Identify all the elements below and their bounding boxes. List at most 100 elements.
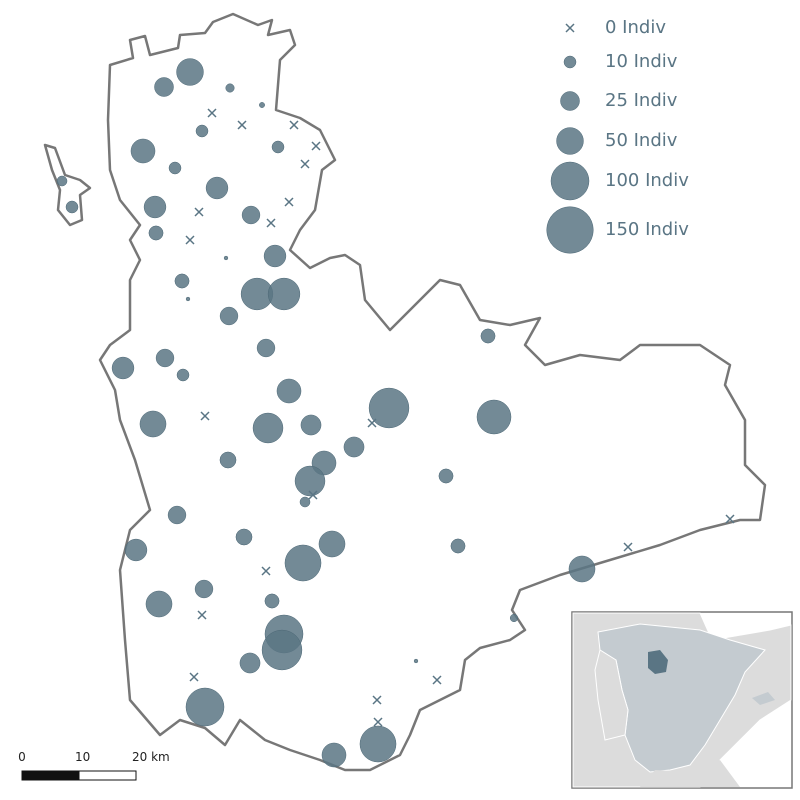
site-symbol <box>359 725 397 763</box>
scale-label: 10 <box>75 750 90 764</box>
inset-africa <box>640 760 740 787</box>
legend-symbol-zero <box>565 23 575 33</box>
site-symbol-zero <box>289 120 299 130</box>
site-symbol <box>124 538 148 562</box>
site-symbol <box>111 356 135 380</box>
site-symbol <box>143 195 167 219</box>
site-symbol <box>235 528 253 546</box>
inset-portugal <box>594 649 629 741</box>
sites <box>56 58 735 768</box>
site-symbol <box>145 590 173 618</box>
legend-label: 50 Indiv <box>605 130 678 151</box>
scale-bar: 0 10 20 km <box>18 750 170 781</box>
site-symbol <box>176 368 190 382</box>
legend-symbol <box>560 91 580 111</box>
site-symbol <box>264 593 280 609</box>
site-symbol <box>256 338 276 358</box>
site-symbol <box>509 613 519 623</box>
site-symbol <box>476 399 512 435</box>
site-symbol <box>300 414 322 436</box>
site-symbol-zero <box>432 675 442 685</box>
scale-label: 0 <box>18 750 26 764</box>
site-symbol <box>284 544 322 582</box>
site-symbol <box>174 273 190 289</box>
legend-label: 10 Indiv <box>605 51 678 72</box>
site-symbol-zero <box>623 542 633 552</box>
site-symbol <box>241 205 261 225</box>
site-symbol-zero <box>207 108 217 118</box>
site-symbol <box>294 465 326 497</box>
site-symbol <box>219 451 237 469</box>
site-symbol-zero <box>367 418 377 428</box>
legend-symbol <box>563 55 577 69</box>
legend-symbol <box>550 161 590 201</box>
site-symbol <box>155 348 175 368</box>
site-symbol-zero <box>197 610 207 620</box>
site-symbol-zero <box>266 218 276 228</box>
site-symbol <box>225 83 235 93</box>
site-symbol <box>139 410 167 438</box>
site-symbol-zero <box>261 566 271 576</box>
site-symbol <box>168 161 182 175</box>
inset-region <box>648 650 668 674</box>
site-symbol <box>195 124 209 138</box>
site-symbol-zero <box>725 514 735 524</box>
scale-bar-segment <box>21 770 80 781</box>
scale-bar-segment <box>78 770 137 781</box>
site-symbol <box>263 244 287 268</box>
site-symbol <box>154 77 174 97</box>
legend-label: 0 Indiv <box>605 17 666 38</box>
site-symbol <box>219 306 239 326</box>
site-symbol-zero <box>185 235 195 245</box>
site-symbol <box>413 658 419 664</box>
legend-label: 100 Indiv <box>605 170 689 191</box>
site-symbol-zero <box>189 672 199 682</box>
site-symbol <box>450 538 466 554</box>
site-symbol <box>271 140 285 154</box>
site-symbol-zero <box>200 411 210 421</box>
site-symbol <box>56 175 68 187</box>
inset-map <box>571 611 793 789</box>
site-symbol <box>148 225 164 241</box>
region-exclave <box>43 143 92 227</box>
legend: 0 Indiv 10 Indiv 25 Indiv 50 Indiv 100 Indiv… <box>546 17 689 254</box>
site-symbol <box>276 378 302 404</box>
site-symbol-zero <box>237 120 247 130</box>
site-symbol <box>259 102 265 108</box>
site-symbol-zero <box>194 207 204 217</box>
legend-symbol <box>546 206 594 254</box>
site-symbol <box>130 138 156 164</box>
site-symbol <box>205 176 229 200</box>
site-symbol-zero <box>284 197 294 207</box>
site-symbol <box>261 629 303 671</box>
site-symbol-zero <box>373 717 383 727</box>
site-symbol <box>223 255 229 261</box>
legend-symbol <box>556 127 584 155</box>
site-symbol <box>267 277 301 311</box>
site-symbol <box>185 296 191 302</box>
site-symbol <box>368 387 410 429</box>
site-symbol-zero <box>308 490 318 500</box>
site-symbol <box>438 468 454 484</box>
site-symbol-zero <box>300 159 310 169</box>
site-symbol-zero <box>311 141 321 151</box>
inset-island <box>752 692 775 705</box>
region-outline <box>98 12 767 772</box>
site-symbol <box>568 555 596 583</box>
site-symbol <box>299 496 311 508</box>
site-symbol <box>343 436 365 458</box>
legend-label: 150 Indiv <box>605 219 689 240</box>
site-symbol-zero <box>372 695 382 705</box>
scale-label: 20 km <box>132 750 170 764</box>
site-symbol <box>480 328 496 344</box>
site-symbol <box>185 687 225 727</box>
site-symbol <box>318 530 346 558</box>
site-symbol <box>176 58 204 86</box>
site-symbol <box>194 579 214 599</box>
site-symbol <box>167 505 187 525</box>
site-symbol <box>321 742 347 768</box>
site-symbol <box>65 200 79 214</box>
legend-label: 25 Indiv <box>605 90 678 111</box>
site-symbol <box>239 652 261 674</box>
